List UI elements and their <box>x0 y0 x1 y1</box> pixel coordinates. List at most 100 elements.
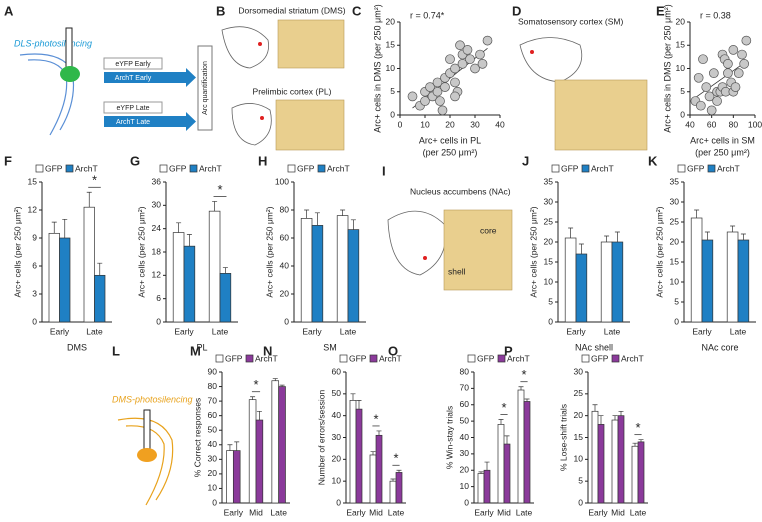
panel-letter: C <box>352 3 362 18</box>
legend-label: ArchT <box>75 163 98 173</box>
y-axis-label: % Lose-shift trials <box>558 404 568 471</box>
y-tick-label: 25 <box>544 216 554 226</box>
y-tick-label: 3 <box>32 288 37 298</box>
bar <box>503 443 511 504</box>
x-tick-label: Early <box>566 326 586 336</box>
legend-swatch <box>339 354 348 363</box>
y-tick-label: 20 <box>208 468 218 478</box>
region-marker <box>530 50 534 54</box>
bar <box>637 441 645 504</box>
y-tick-label: 60 <box>332 366 342 376</box>
error-bar <box>504 435 510 445</box>
bar <box>611 241 624 323</box>
bar <box>172 232 185 323</box>
y-axis-label: Arc+ cells (per 250 μm²) <box>12 206 22 297</box>
y-tick-label: 15 <box>676 40 686 50</box>
error-bar <box>598 415 604 425</box>
y-tick-label: 10 <box>574 454 584 464</box>
annotation: r = 0.74* <box>410 10 445 20</box>
y-tick-label: 5 <box>674 296 679 306</box>
y-tick-label: 12 <box>28 204 38 214</box>
trend-line <box>695 61 747 98</box>
error-bar <box>604 235 610 242</box>
y-tick-label: 10 <box>208 483 218 493</box>
x-tick-label: Early <box>346 507 366 517</box>
x-tick-label: Late <box>270 507 287 517</box>
x-tick-label: Late <box>388 507 405 517</box>
legend-label: ArchT <box>255 353 278 363</box>
bar <box>389 480 397 504</box>
legend-swatch <box>159 164 168 173</box>
y-axis-label: Number of errors/session <box>316 390 326 486</box>
y-tick-label: 0 <box>680 109 685 119</box>
bar <box>232 450 241 504</box>
point <box>728 45 739 55</box>
y-tick-label: 30 <box>544 196 554 206</box>
point <box>730 82 741 92</box>
panel-letter: D <box>512 3 521 18</box>
x-tick-label: Early <box>174 326 194 336</box>
bar <box>517 389 525 504</box>
y-tick-label: 15 <box>574 432 584 442</box>
implant <box>143 409 151 451</box>
histology-image <box>554 79 648 151</box>
y-tick-label: 30 <box>152 200 162 210</box>
point <box>704 91 715 102</box>
legend-label: GFP <box>169 163 187 173</box>
point <box>477 58 488 69</box>
y-tick-label: 15 <box>386 40 396 50</box>
point <box>432 86 443 97</box>
group-box <box>104 72 172 83</box>
legend-swatch <box>467 354 476 363</box>
error-bar <box>314 212 320 226</box>
point <box>701 82 712 92</box>
y-tick-label: 9 <box>32 232 37 242</box>
error-bar <box>272 378 278 381</box>
error-bar <box>390 478 396 482</box>
error-bar <box>568 227 574 238</box>
legend-label: GFP <box>349 353 367 363</box>
error-bar <box>222 267 228 274</box>
x-axis-label: DMS <box>67 342 87 352</box>
region-label: Prelimbic cortex (PL) <box>253 86 332 96</box>
x-tick-label: 60 <box>707 119 717 129</box>
arrow <box>172 112 196 131</box>
bar <box>271 380 280 504</box>
subregion-label: shell <box>448 266 466 276</box>
x-tick-label: 30 <box>470 119 480 129</box>
x-tick-label: Early <box>474 507 494 517</box>
error-bar <box>484 461 490 471</box>
y-tick-label: 18 <box>152 246 162 256</box>
point <box>475 49 485 60</box>
y-tick-label: 50 <box>208 424 218 434</box>
error-bar <box>97 262 103 276</box>
x-tick-label: Mid <box>611 507 625 517</box>
point <box>470 63 480 74</box>
point <box>741 35 752 46</box>
x-tick-label: 40 <box>685 119 695 129</box>
x-tick-label: 80 <box>729 119 739 129</box>
legend-swatch <box>551 164 560 173</box>
error-bar <box>740 233 746 240</box>
group-box <box>104 116 172 127</box>
error-bar <box>176 222 182 233</box>
error-bar <box>730 225 736 232</box>
bar <box>701 239 714 323</box>
error-bar <box>478 471 484 474</box>
y-tick-label: 5 <box>578 475 583 485</box>
x-tick-label: Late <box>730 326 747 336</box>
y-tick-label: 50 <box>460 415 470 425</box>
y-tick-label: 5 <box>548 296 553 306</box>
error-bar <box>370 451 376 455</box>
error-bar <box>304 209 310 219</box>
x-axis-label: Arc+ cells in SM <box>690 135 755 145</box>
panel-letter: P <box>504 343 513 358</box>
point <box>693 72 704 83</box>
panel-letter: H <box>258 153 267 168</box>
point <box>723 58 733 69</box>
point <box>445 54 455 65</box>
error-bar <box>227 444 233 451</box>
panel-letter: J <box>522 153 529 168</box>
x-tick-label: Early <box>692 326 712 336</box>
